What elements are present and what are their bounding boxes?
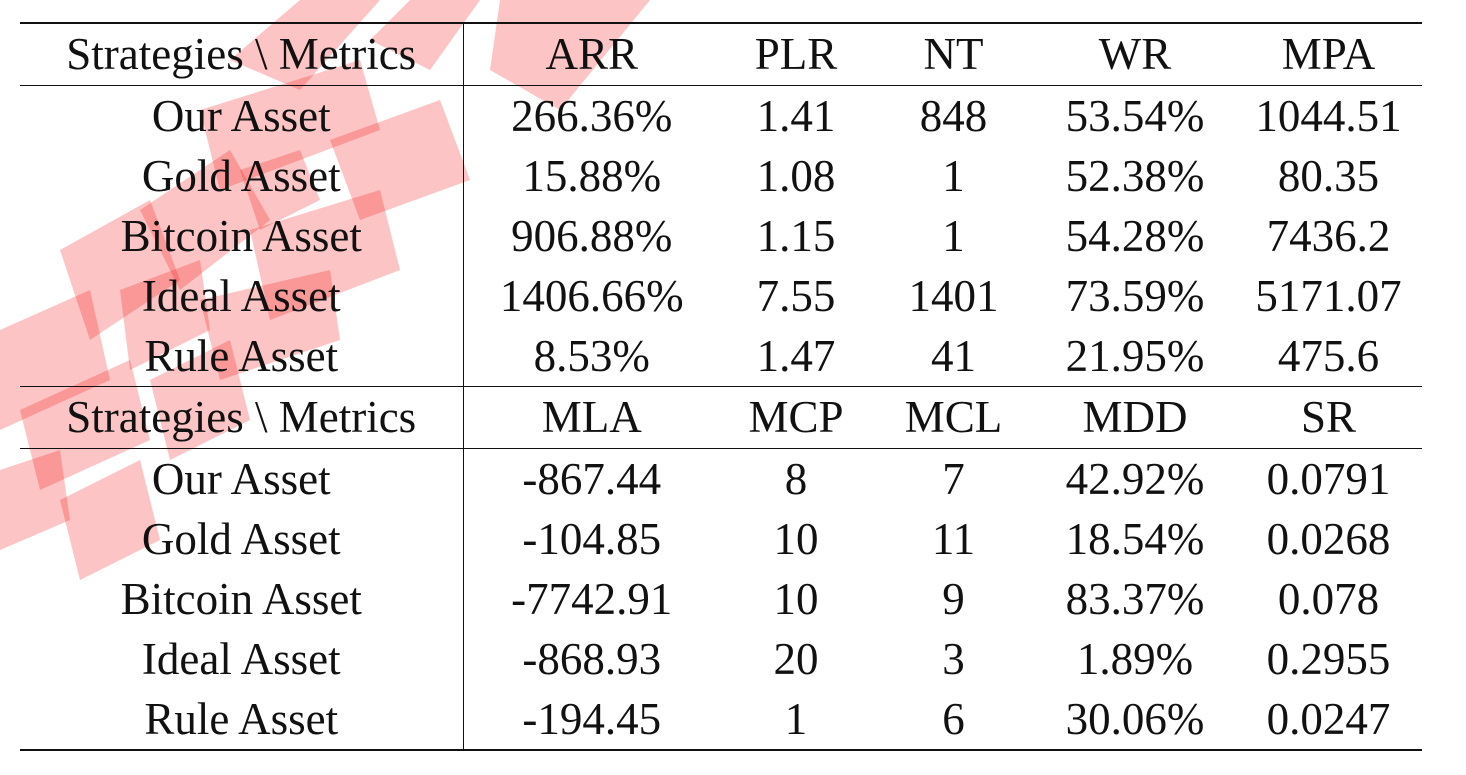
header-cell-mcl: MCL [872, 386, 1035, 449]
header-cell-mdd: MDD [1035, 386, 1235, 449]
table-cell: 30.06% [1035, 689, 1235, 751]
table-cell: 1 [942, 210, 965, 261]
table-cell: 1 [942, 150, 965, 201]
table-cell: 0.0791 [1266, 453, 1391, 504]
table-cell: 0.078 [1277, 573, 1380, 624]
table-row: Rule Asset 8.53% 1.47 41 21.95% 475.6 [20, 326, 1422, 387]
header-cell-mpa: MPA [1235, 22, 1422, 86]
table-header-row: Strategies \ Metrics MLA MCP MCL MDD SR [20, 386, 1422, 449]
row-label: Rule Asset [20, 326, 464, 387]
header-cell-arr: ARR [463, 22, 720, 86]
table-cell: -104.85 [522, 513, 662, 564]
table-cell: 6 [872, 689, 1035, 751]
row-label: Ideal Asset [20, 629, 464, 689]
table-cell: 906.88% [511, 210, 673, 261]
table-cell: 5171.07 [1255, 270, 1402, 321]
table-cell: 9 [942, 573, 965, 624]
table-cell: 73.59% [1065, 270, 1205, 321]
table-row: Gold Asset 15.88% 1.08 1 52.38% 80.35 [20, 146, 1422, 206]
header-cell-sr: SR [1235, 386, 1422, 449]
table-row: Bitcoin Asset -7742.91 10 9 83.37% 0.078 [20, 569, 1422, 629]
table-cell: 10 [773, 573, 819, 624]
table-row: Ideal Asset 1406.66% 7.55 1401 73.59% 51… [20, 266, 1422, 326]
table-cell: 1.89% [1076, 633, 1194, 684]
table-cell: 0.0247 [1235, 689, 1422, 751]
header-cell-plr: PLR [720, 22, 872, 86]
row-label: Our Asset [20, 85, 464, 146]
table-cell: 475.6 [1277, 330, 1380, 381]
table-row: Our Asset -867.44 8 7 42.92% 0.0791 [20, 448, 1422, 509]
table-cell: -868.93 [522, 633, 662, 684]
table-cell: 18.54% [1065, 513, 1205, 564]
table-row: Bitcoin Asset 906.88% 1.15 1 54.28% 7436… [20, 206, 1422, 266]
table-cell: 42.92% [1065, 453, 1205, 504]
table-cell: 7 [942, 453, 965, 504]
table-cell: 53.54% [1065, 90, 1205, 141]
table-header-row: Strategies \ Metrics ARR PLR NT WR MPA [20, 22, 1422, 86]
table-cell: 1.47 [756, 330, 836, 381]
table-cell: -867.44 [522, 453, 662, 504]
table-row: Our Asset 266.36% 1.41 848 53.54% 1044.5… [20, 85, 1422, 146]
table-cell: 0.2955 [1266, 633, 1391, 684]
table-cell: 1044.51 [1255, 90, 1402, 141]
header-cell-mcp: MCP [720, 386, 872, 449]
table-cell: 11 [931, 513, 976, 564]
table-cell: 20 [773, 633, 819, 684]
table-cell: 83.37% [1065, 573, 1205, 624]
table-row: Gold Asset -104.85 10 11 18.54% 0.0268 [20, 509, 1422, 569]
table-cell: 52.38% [1065, 150, 1205, 201]
metrics-table: Strategies \ Metrics ARR PLR NT WR MPA O… [20, 22, 1422, 751]
row-label: Rule Asset [20, 689, 464, 751]
table-cell: 1.15 [756, 210, 836, 261]
table-cell: 1 [720, 689, 872, 751]
row-label: Gold Asset [20, 509, 464, 569]
table-cell: 8 [784, 453, 808, 504]
table-cell: -7742.91 [511, 573, 673, 624]
table-cell: 3 [942, 633, 965, 684]
row-label: Our Asset [20, 448, 464, 509]
header-cell-wr: WR [1035, 22, 1235, 86]
table-row: Ideal Asset -868.93 20 3 1.89% 0.2955 [20, 629, 1422, 689]
header-cell-mla: MLA [463, 386, 720, 449]
table-cell: 0.0268 [1266, 513, 1391, 564]
row-label: Ideal Asset [20, 266, 464, 326]
table-cell: 1401 [908, 270, 999, 321]
table-cell: 1.41 [756, 90, 836, 141]
table-cell: 41 [931, 330, 976, 381]
row-label: Bitcoin Asset [20, 569, 464, 629]
table-cell: 21.95% [1065, 330, 1205, 381]
table-cell: 15.88% [522, 150, 662, 201]
table-cell: 266.36% [511, 90, 673, 141]
table-cell: 1.08 [756, 150, 836, 201]
table-cell: -194.45 [463, 689, 720, 751]
table-cell: 54.28% [1065, 210, 1205, 261]
table-cell: 7436.2 [1266, 210, 1391, 261]
table-cell: 848 [919, 90, 988, 141]
header-cell-strategies: Strategies \ Metrics [20, 386, 464, 449]
table-cell: 8.53% [533, 330, 650, 381]
header-cell-strategies: Strategies \ Metrics [20, 22, 464, 86]
row-label: Bitcoin Asset [20, 206, 464, 266]
row-label: Gold Asset [20, 146, 464, 206]
table-cell: 80.35 [1277, 150, 1380, 201]
table-cell: 10 [773, 513, 819, 564]
header-cell-nt: NT [872, 22, 1035, 86]
table-cell: 7.55 [756, 270, 836, 321]
table-row: Rule Asset -194.45 1 6 30.06% 0.0247 [20, 689, 1422, 751]
table-cell: 1406.66% [499, 270, 684, 321]
